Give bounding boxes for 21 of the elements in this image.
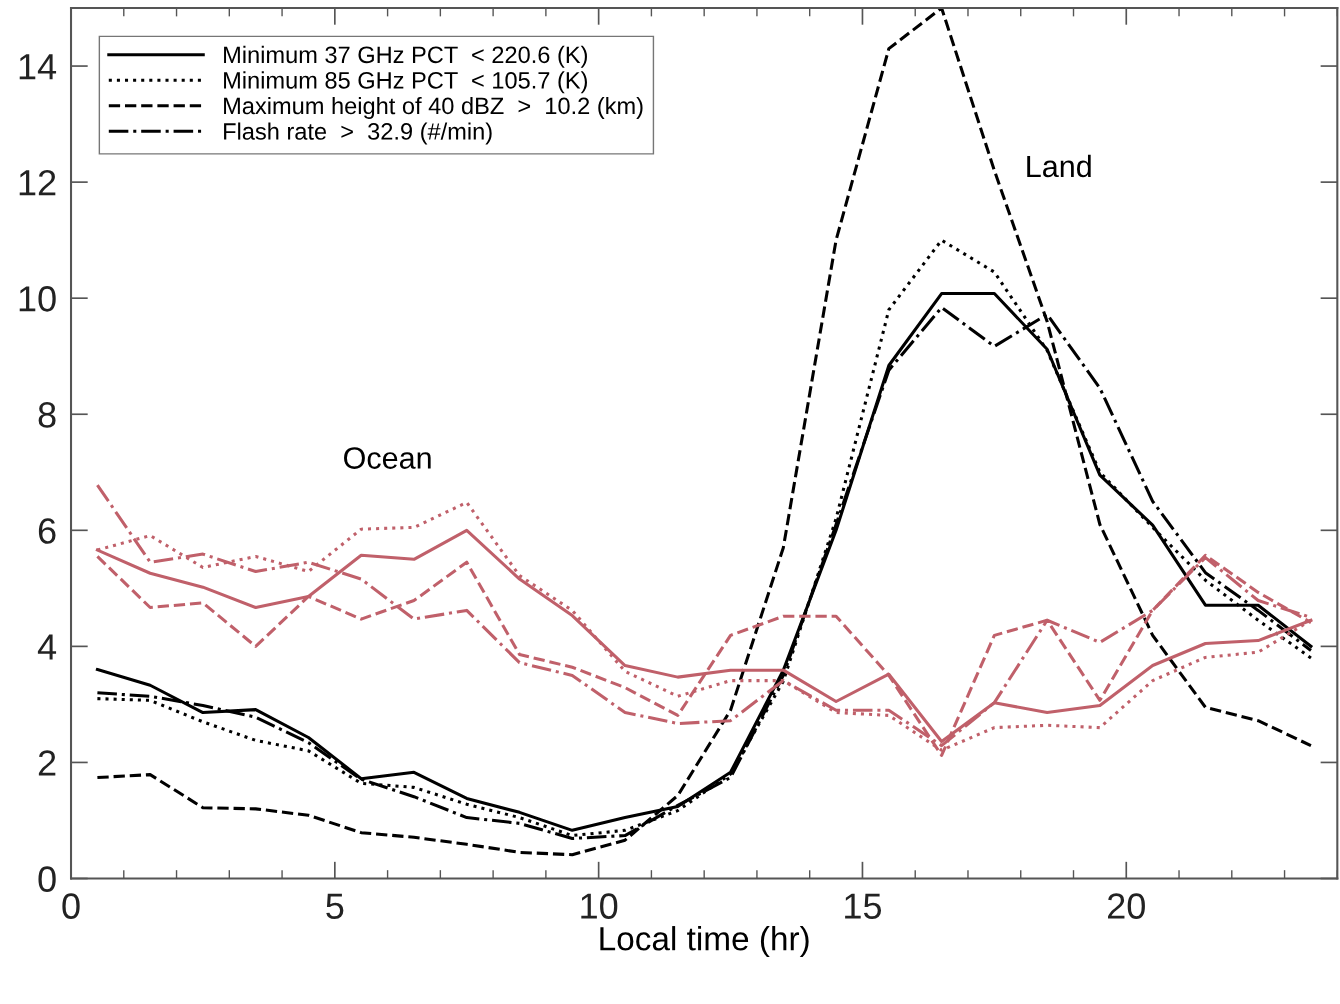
y-tick-label: 4: [37, 634, 57, 660]
legend-label: Flash rate > 32.9 (#/min): [224, 122, 492, 145]
x-tick-label: 10: [581, 893, 618, 919]
legend-label: Minimum 85 GHz PCT < 105.7 (K): [224, 71, 587, 94]
x-tick-label: 20: [1108, 893, 1145, 919]
x-axis-title: Local time (hr): [600, 926, 809, 958]
y-tick-label: 8: [38, 402, 56, 428]
y-tick-label: 10: [19, 286, 56, 312]
legend-label: Minimum 37 GHz PCT < 220.6 (K): [224, 45, 587, 68]
y-tick-label: 2: [38, 750, 56, 776]
legend-label: Maximum height of 40 dBZ > 10.2 (km): [224, 96, 643, 119]
y-tick-label: 12: [19, 169, 56, 196]
line-series: [95, 8, 1313, 857]
y-tick-label: 0: [38, 866, 56, 892]
annotation: Ocean: [344, 447, 431, 469]
x-tick-label: 15: [845, 893, 882, 919]
y-tick-label: 6: [38, 518, 56, 544]
x-tick-label: 5: [326, 893, 344, 919]
annotation: Land: [1027, 154, 1091, 178]
y-tick-label: 14: [19, 54, 57, 80]
x-tick-label: 0: [62, 893, 80, 919]
